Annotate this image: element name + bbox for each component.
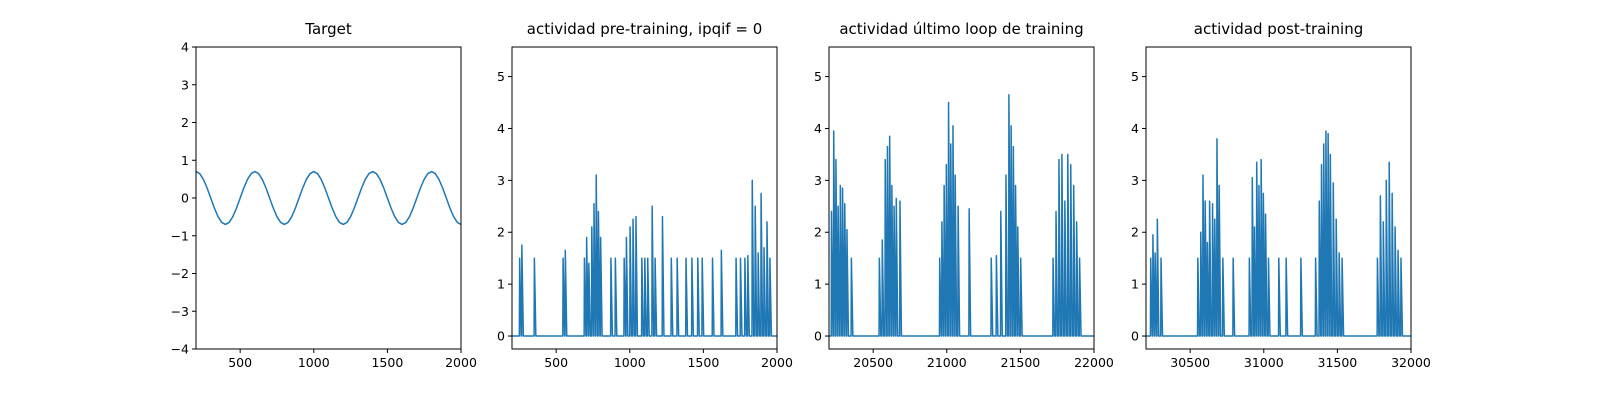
x-tick-label: 500 bbox=[228, 355, 252, 370]
y-tick-label: 0 bbox=[814, 329, 822, 344]
y-tick-label: 5 bbox=[1131, 69, 1139, 84]
y-tick-label: 2 bbox=[814, 225, 822, 240]
y-tick-label: 5 bbox=[497, 69, 505, 84]
x-tick-label: 21000 bbox=[927, 355, 967, 370]
x-tick-label: 21500 bbox=[1001, 355, 1041, 370]
y-tick-label: −2 bbox=[171, 266, 189, 281]
x-tick-label: 30500 bbox=[1170, 355, 1210, 370]
x-tick-label: 20500 bbox=[853, 355, 893, 370]
y-tick-label: 1 bbox=[497, 277, 505, 292]
x-tick-label: 500 bbox=[544, 355, 568, 370]
data-line bbox=[512, 174, 777, 337]
y-tick-label: −1 bbox=[171, 228, 189, 243]
subplot-title: actividad último loop de training bbox=[839, 20, 1083, 38]
data-line bbox=[196, 170, 461, 226]
y-tick-label: 3 bbox=[1131, 173, 1139, 188]
y-tick-label: 1 bbox=[181, 153, 189, 168]
y-tick-label: 3 bbox=[814, 173, 822, 188]
y-tick-label: 4 bbox=[814, 121, 822, 136]
y-tick-label: 2 bbox=[1131, 225, 1139, 240]
y-tick-label: 0 bbox=[1131, 329, 1139, 344]
y-tick-label: 0 bbox=[497, 329, 505, 344]
x-tick-label: 1500 bbox=[371, 355, 403, 370]
y-tick-label: 4 bbox=[1131, 121, 1139, 136]
axes-frame bbox=[511, 46, 778, 350]
y-tick-label: 5 bbox=[814, 69, 822, 84]
data-line bbox=[1146, 130, 1411, 337]
subplot-title: actividad post-training bbox=[1194, 20, 1363, 38]
subplot-title: Target bbox=[304, 20, 352, 38]
data-line bbox=[829, 93, 1094, 337]
subplot-title: actividad pre-training, ipqif = 0 bbox=[527, 20, 763, 38]
x-tick-label: 1000 bbox=[298, 355, 330, 370]
x-tick-label: 2000 bbox=[445, 355, 477, 370]
y-tick-label: −3 bbox=[171, 304, 189, 319]
x-tick-label: 2000 bbox=[761, 355, 793, 370]
y-tick-label: 4 bbox=[181, 40, 189, 55]
x-tick-label: 22000 bbox=[1074, 355, 1114, 370]
x-tick-label: 31500 bbox=[1318, 355, 1358, 370]
x-tick-label: 1500 bbox=[687, 355, 719, 370]
x-tick-label: 32000 bbox=[1391, 355, 1431, 370]
y-tick-label: −4 bbox=[171, 342, 189, 357]
y-tick-label: 1 bbox=[814, 277, 822, 292]
y-tick-label: 3 bbox=[497, 173, 505, 188]
y-tick-label: 2 bbox=[497, 225, 505, 240]
y-tick-label: 4 bbox=[497, 121, 505, 136]
y-tick-label: 2 bbox=[181, 115, 189, 130]
y-tick-label: 1 bbox=[1131, 277, 1139, 292]
y-tick-label: 3 bbox=[181, 77, 189, 92]
axes-frame bbox=[1145, 46, 1412, 350]
x-tick-label: 1000 bbox=[614, 355, 646, 370]
y-tick-label: 0 bbox=[181, 191, 189, 206]
axes-frame bbox=[828, 46, 1095, 350]
x-tick-label: 31000 bbox=[1244, 355, 1284, 370]
